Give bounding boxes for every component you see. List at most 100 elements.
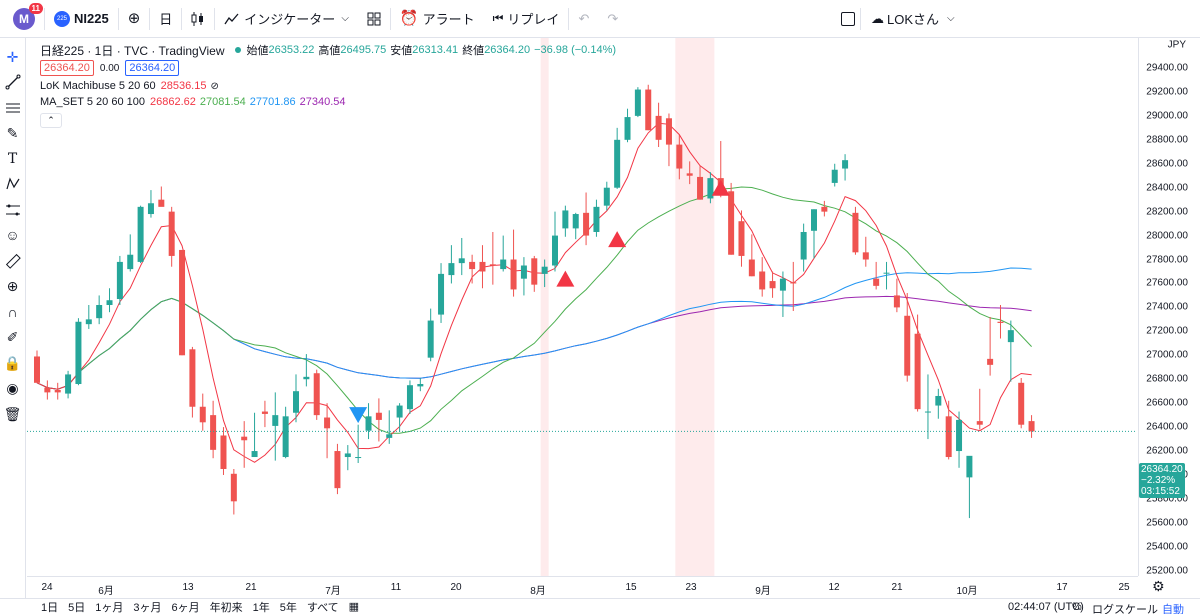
- legend-indicator-2[interactable]: MA_SET 5 20 60 100 26862.62 27081.54 277…: [40, 94, 620, 110]
- hidden-eye-icon[interactable]: ⊘: [210, 80, 219, 92]
- ruler-tool[interactable]: [2, 248, 24, 274]
- candle-body: [489, 264, 496, 266]
- undo-icon: ↶: [578, 10, 590, 26]
- checkbox-icon: [841, 11, 855, 26]
- log-scale-toggle[interactable]: ログスケール: [1092, 604, 1158, 614]
- candle-body: [852, 212, 859, 253]
- range-button[interactable]: 年初来: [209, 601, 243, 614]
- time-tick: 21: [245, 582, 257, 593]
- candle-body: [914, 333, 921, 410]
- candle-body: [541, 266, 548, 274]
- time-tick: 20: [450, 582, 462, 593]
- legend-indicator-1[interactable]: LoK Machibuse 5 20 60 28536.15 ⊘: [40, 78, 620, 94]
- close-value: 26364.20: [484, 44, 531, 56]
- symbol-search-button[interactable]: 225 NI225: [45, 0, 118, 38]
- legend-bidask-row: 26364.20 0.00 26364.20: [40, 58, 620, 78]
- price-axis[interactable]: JPY 29400.00 29200.00 29000.00 28800.00 2860…: [1138, 38, 1200, 576]
- open-label: 始値: [246, 45, 269, 57]
- range-button[interactable]: すべて: [306, 601, 339, 614]
- replay-icon: ⏮: [492, 11, 504, 25]
- range-button[interactable]: 1年: [252, 601, 270, 614]
- undo-button[interactable]: ↶: [569, 0, 598, 38]
- indicators-button[interactable]: インジケーター ⌵: [215, 0, 358, 38]
- cloud-save-button[interactable]: ☁ LOKさん ⌵: [862, 0, 964, 38]
- candle-body: [748, 259, 755, 277]
- buy-signal-marker: [556, 270, 575, 287]
- pattern-tool[interactable]: [2, 172, 24, 198]
- candle-body: [779, 278, 786, 291]
- indicators-icon: [224, 13, 239, 24]
- price-tick: 25800.00: [1146, 493, 1188, 505]
- redo-button[interactable]: ↷: [598, 0, 627, 38]
- price-tick: 26400.00: [1146, 421, 1188, 433]
- alarm-clock-icon: ⏰: [399, 10, 419, 27]
- time-tick: 9月: [755, 586, 771, 597]
- chart-legend: 日経225 · 1日 · TVC · TradingView 始値 26353.2…: [40, 42, 620, 128]
- auto-scale-toggle[interactable]: 自動: [1162, 604, 1184, 614]
- candle-body: [686, 173, 693, 176]
- alert-button[interactable]: ⏰ アラート: [391, 0, 484, 38]
- text-tool[interactable]: T: [2, 146, 24, 172]
- visibility-tool[interactable]: ◉: [2, 376, 24, 402]
- magnet-tool[interactable]: ∩: [2, 299, 24, 325]
- emoji-tool[interactable]: ☺: [2, 223, 24, 249]
- ask-box[interactable]: 26364.20: [125, 60, 180, 76]
- price-tick: 26200.00: [1146, 445, 1188, 457]
- legend-collapse-button[interactable]: ⌃: [40, 113, 62, 128]
- fib-icon: [5, 103, 20, 113]
- zoom-tool[interactable]: ⊕: [2, 274, 24, 300]
- fullscreen-toggle[interactable]: [832, 0, 864, 38]
- chart-settings-button[interactable]: ⚙: [1152, 578, 1165, 595]
- bid-box[interactable]: 26364.20: [40, 60, 94, 76]
- indicators-label: インジケーター: [244, 12, 336, 27]
- trendline-tool[interactable]: [2, 70, 24, 96]
- user-menu-button[interactable]: M 11: [0, 0, 44, 38]
- trendline-icon: [5, 74, 20, 90]
- indicator-2-name: MA_SET 5 20 60 100: [40, 96, 145, 108]
- percent-toggle[interactable]: %: [1072, 601, 1082, 613]
- price-tick: 28200.00: [1146, 206, 1188, 218]
- crosshair-tool[interactable]: ✛: [2, 44, 24, 70]
- compare-symbol-button[interactable]: ⊕: [119, 0, 150, 38]
- price-chart[interactable]: [27, 38, 1137, 576]
- price-tick: 28800.00: [1146, 134, 1188, 146]
- remove-drawings-tool[interactable]: 🗑: [2, 401, 24, 427]
- trash-icon: 🗑: [3, 405, 22, 422]
- candle-body: [1007, 330, 1014, 343]
- candle-body: [220, 435, 227, 469]
- time-tick: 21: [891, 582, 903, 593]
- price-tick: 29200.00: [1146, 86, 1188, 98]
- brush-tool[interactable]: ✎: [2, 121, 24, 147]
- lock-drawing-tool[interactable]: ✐: [2, 325, 24, 351]
- range-button[interactable]: 5年: [279, 601, 297, 614]
- avatar: M 11: [13, 2, 43, 30]
- fib-tool[interactable]: [2, 95, 24, 121]
- range-button[interactable]: 1日: [41, 601, 59, 614]
- interval-button[interactable]: 日: [150, 0, 181, 38]
- clock-display[interactable]: 02:44:07 (UTC): [1008, 601, 1084, 613]
- layout-button[interactable]: [358, 0, 390, 38]
- replay-button[interactable]: ⏮ リプレイ: [484, 0, 569, 38]
- range-button[interactable]: 1ヶ月: [95, 601, 124, 614]
- eye-icon: ◉: [6, 380, 19, 397]
- range-button[interactable]: 3ヶ月: [133, 601, 162, 614]
- candle-body: [603, 187, 610, 206]
- lock-tool[interactable]: 🔒: [2, 350, 24, 376]
- candle-body: [562, 210, 569, 229]
- price-tick: 25600.00: [1146, 517, 1188, 529]
- candle-body: [344, 453, 351, 458]
- chart-type-button[interactable]: [182, 0, 214, 38]
- candle-body: [210, 415, 217, 450]
- forecast-tool[interactable]: [2, 197, 24, 223]
- candle-body: [997, 321, 1004, 323]
- last-change: −2.32%: [1141, 475, 1176, 486]
- range-button[interactable]: 5日: [68, 601, 86, 614]
- date-range-button[interactable]: ▦: [344, 600, 364, 613]
- chart-pane[interactable]: [27, 38, 1137, 576]
- time-axis[interactable]: 24 6月 13 21 7月 11 20 8月 15 23 9月 12 21 10月 17 25: [27, 576, 1138, 598]
- range-button[interactable]: 6ヶ月: [171, 601, 200, 614]
- spread-value: 0.00: [99, 62, 120, 74]
- low-value: 26313.41: [412, 44, 459, 56]
- legend-title[interactable]: 日経225 · 1日 · TVC · TradingView: [40, 43, 225, 58]
- candle-body: [883, 272, 890, 274]
